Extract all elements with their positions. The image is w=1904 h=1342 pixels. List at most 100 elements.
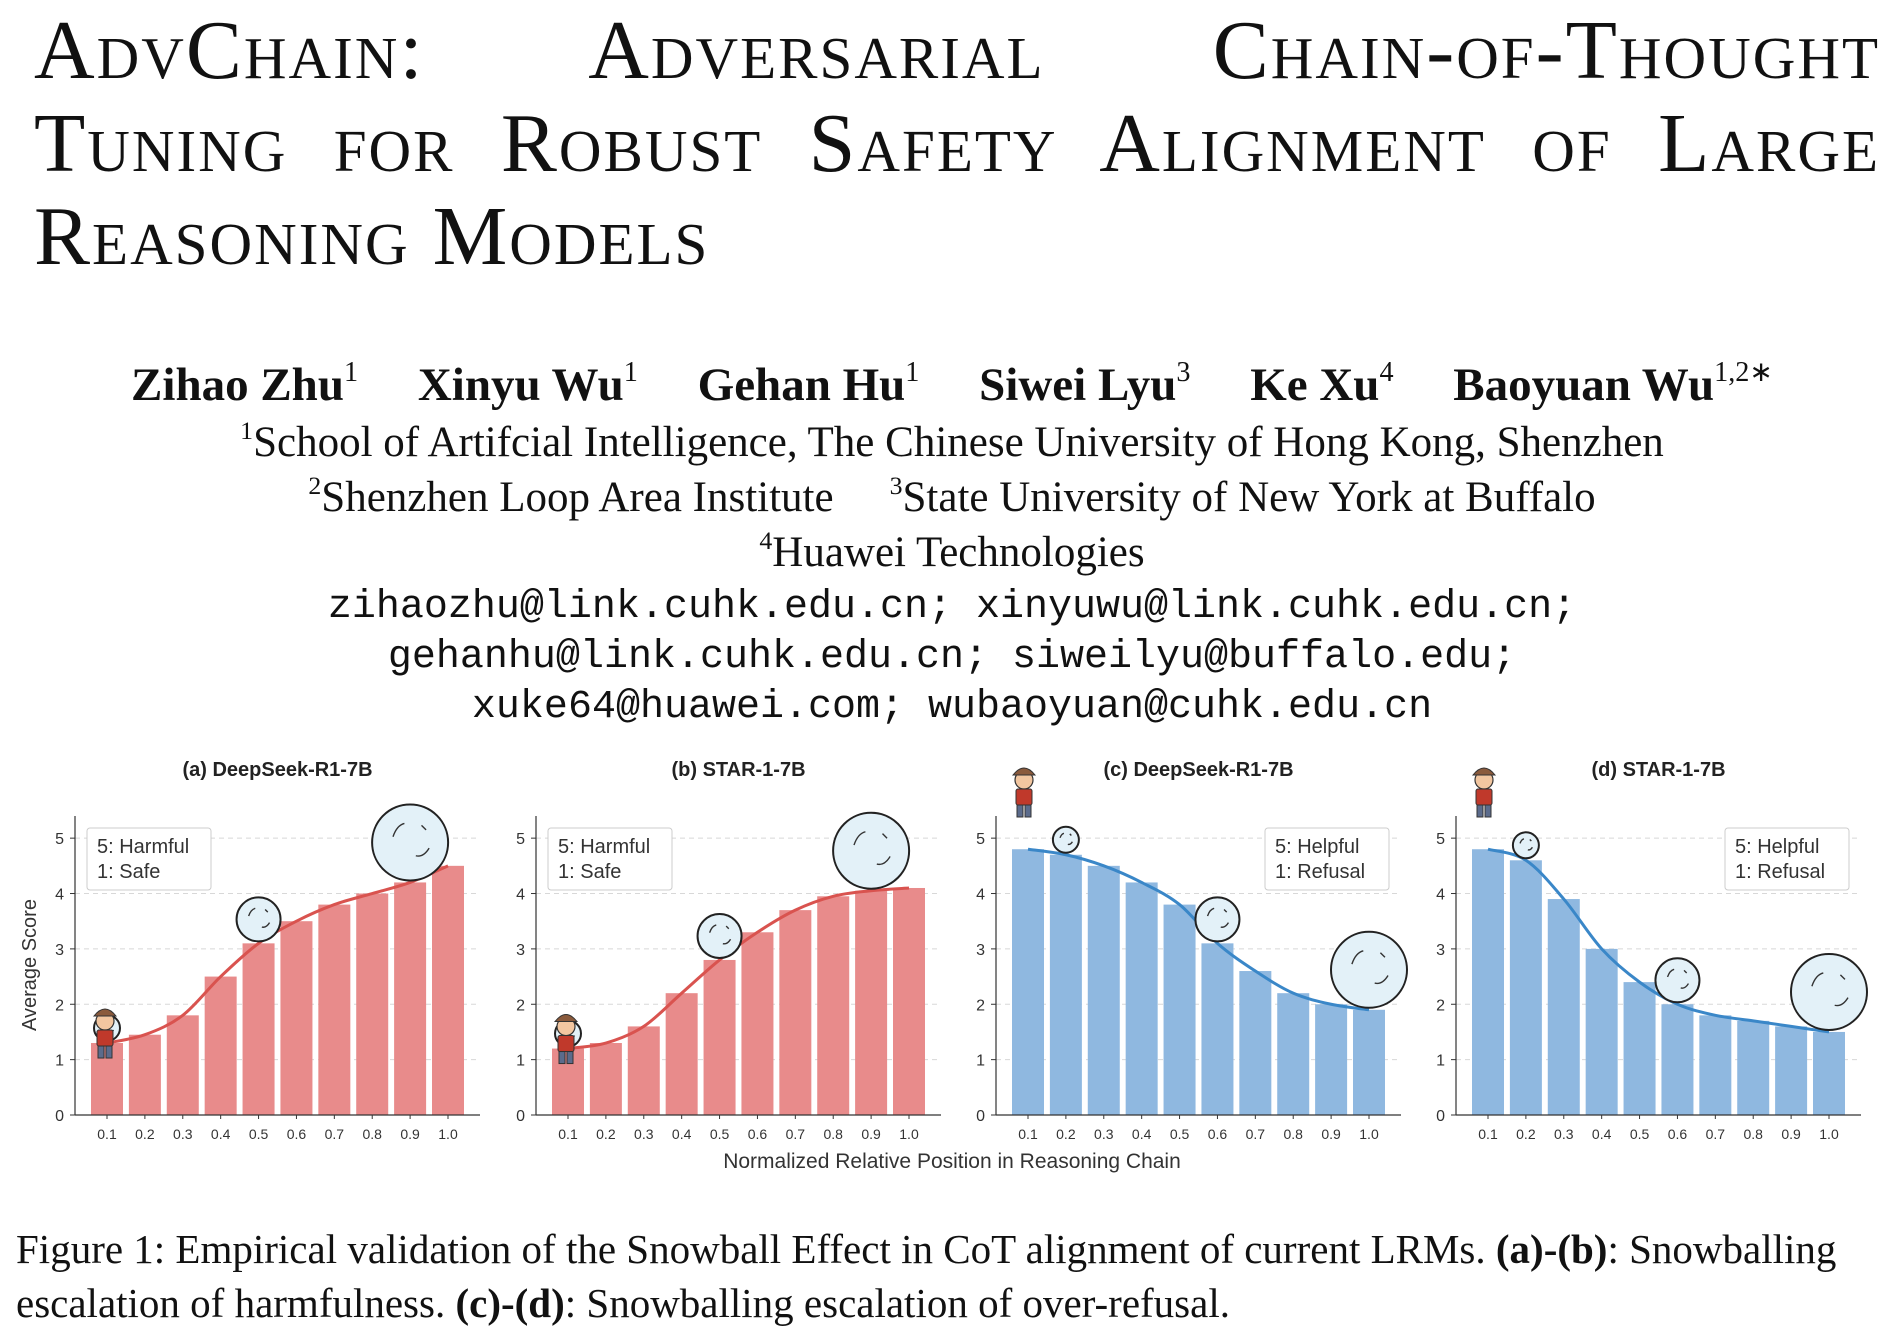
figure-svg: (a) DeepSeek-R1-7B 0 1 2 3 4 5 0.1 0.2 0.3 0.4 0.5 0… bbox=[19, 759, 1868, 1173]
bar bbox=[1353, 1009, 1385, 1115]
bar bbox=[204, 976, 237, 1115]
pusher-leg bbox=[566, 1051, 574, 1065]
snowball-mark bbox=[1680, 983, 1690, 989]
bar bbox=[432, 865, 464, 1115]
snowball-mark bbox=[1206, 907, 1215, 917]
snowball-mark bbox=[421, 824, 427, 831]
y-tick-label: 1 bbox=[1436, 1053, 1445, 1070]
snowball-icon bbox=[1330, 930, 1408, 1009]
legend-entry: 5: Harmful bbox=[558, 836, 650, 858]
x-tick-label: 1.0 bbox=[438, 1126, 458, 1142]
x-tick-label: 0.2 bbox=[1516, 1126, 1536, 1142]
bar bbox=[1585, 948, 1618, 1115]
pusher-hat bbox=[1471, 767, 1497, 776]
bar bbox=[1509, 860, 1542, 1115]
bar bbox=[779, 910, 812, 1115]
x-tick-label: 0.5 bbox=[710, 1126, 730, 1142]
x-tick-label: 0.8 bbox=[1283, 1126, 1303, 1142]
legend-entry: 1: Refusal bbox=[1275, 861, 1365, 883]
bar bbox=[166, 1015, 199, 1115]
snowball-mark bbox=[1379, 952, 1386, 958]
snowball-icon bbox=[1194, 896, 1241, 943]
x-tick-label: 0.9 bbox=[1321, 1126, 1341, 1142]
snowball-mark bbox=[261, 922, 271, 928]
snowball-body bbox=[1790, 952, 1868, 1031]
snowball-mark bbox=[1059, 832, 1065, 839]
pusher-torso bbox=[1475, 788, 1493, 806]
snowball-mark bbox=[1519, 838, 1525, 844]
legend-box bbox=[1724, 827, 1850, 891]
author: Xinyu Wu1 bbox=[417, 357, 638, 411]
bar bbox=[665, 993, 698, 1115]
snowball-mark bbox=[1220, 922, 1230, 928]
bar bbox=[1201, 943, 1234, 1115]
chart-panel-a: (a) DeepSeek-R1-7B 0 1 2 3 4 5 0.1 0.2 0.3 0.4 0.5 0… bbox=[55, 759, 480, 1142]
x-tick-label: 0.6 bbox=[748, 1126, 768, 1142]
x-tick-label: 0.5 bbox=[1170, 1126, 1190, 1142]
x-tick-label: 0.1 bbox=[97, 1126, 117, 1142]
x-tick-label: 0.2 bbox=[135, 1126, 155, 1142]
author: Gehan Hu1 bbox=[697, 357, 920, 411]
pusher-icon bbox=[1471, 767, 1497, 818]
figure-1: (a) DeepSeek-R1-7B 0 1 2 3 4 5 0.1 0.2 0.3 0.4 0.5 0… bbox=[0, 748, 1904, 1188]
bar bbox=[128, 1034, 161, 1115]
chart-title: (d) STAR-1-7B bbox=[1591, 759, 1725, 781]
y-tick-label: 3 bbox=[1436, 942, 1445, 959]
x-tick-label: 0.4 bbox=[1132, 1126, 1152, 1142]
bar bbox=[627, 1026, 660, 1115]
x-tick-label: 0.4 bbox=[211, 1126, 231, 1142]
y-tick-label: 4 bbox=[976, 887, 985, 904]
y-tick-label: 2 bbox=[976, 997, 985, 1014]
x-tick-label: 0.5 bbox=[1630, 1126, 1650, 1142]
pusher-torso bbox=[557, 1035, 575, 1053]
bar bbox=[1737, 1020, 1770, 1115]
snowball-mark bbox=[1067, 841, 1073, 846]
pusher-leg bbox=[558, 1051, 566, 1065]
snowball-mark bbox=[1223, 908, 1228, 913]
pusher-icon bbox=[92, 1008, 118, 1059]
panel-label: (c) bbox=[1103, 759, 1133, 781]
pusher-hat bbox=[1011, 767, 1037, 776]
bar bbox=[817, 896, 850, 1115]
snowball-icon bbox=[1790, 952, 1868, 1031]
y-tick-label: 3 bbox=[976, 942, 985, 959]
bar bbox=[1775, 1026, 1808, 1115]
bar bbox=[394, 882, 427, 1115]
y-tick-label: 2 bbox=[55, 997, 64, 1014]
snowball-mark bbox=[1069, 833, 1072, 836]
affiliation-4: 4Huawei Technologies bbox=[759, 525, 1145, 576]
y-tick-label: 0 bbox=[55, 1108, 64, 1125]
bar bbox=[1623, 982, 1656, 1115]
x-tick-label: 0.6 bbox=[287, 1126, 307, 1142]
chart-title: (c) DeepSeek-R1-7B bbox=[1103, 759, 1293, 781]
snowball-mark bbox=[882, 833, 888, 839]
snowball-body bbox=[371, 803, 450, 882]
y-tick-label: 1 bbox=[516, 1053, 525, 1070]
pusher-hat bbox=[553, 1014, 579, 1023]
snowball-body bbox=[696, 912, 743, 959]
x-tick-label: 0.1 bbox=[1018, 1126, 1038, 1142]
snowball-body bbox=[235, 896, 282, 943]
snowball-mark bbox=[1666, 968, 1675, 978]
bar bbox=[1049, 854, 1082, 1115]
x-tick-label: 0.9 bbox=[861, 1126, 881, 1142]
legend-box bbox=[86, 827, 212, 891]
x-tick-label: 0.9 bbox=[1781, 1126, 1801, 1142]
x-tick-label: 0.6 bbox=[1208, 1126, 1228, 1142]
panel-label: (a) bbox=[182, 759, 212, 781]
bar bbox=[741, 932, 774, 1115]
y-tick-label: 5 bbox=[976, 831, 985, 848]
pusher-icon bbox=[1011, 767, 1037, 818]
snowball-mark bbox=[1839, 974, 1846, 980]
pusher-icon bbox=[553, 1014, 579, 1065]
chart-panel-c: (c) DeepSeek-R1-7B 0 1 2 3 4 5 0.1 0.2 0.3 0.4 0.5 0… bbox=[976, 759, 1408, 1142]
trend-line bbox=[1487, 847, 1830, 1034]
figure-caption: Figure 1: Empirical validation of the Sn… bbox=[16, 1226, 1837, 1326]
x-tick-label: 0.8 bbox=[362, 1126, 382, 1142]
y-tick-label: 2 bbox=[1436, 997, 1445, 1014]
snowball-mark bbox=[247, 907, 256, 917]
y-tick-label: 1 bbox=[55, 1053, 64, 1070]
title-line-2: Tuning for Robust Safety Alignment of La… bbox=[34, 97, 1880, 190]
shared-y-axis-label: Average Score bbox=[19, 899, 41, 1031]
y-tick-label: 0 bbox=[1436, 1108, 1445, 1125]
